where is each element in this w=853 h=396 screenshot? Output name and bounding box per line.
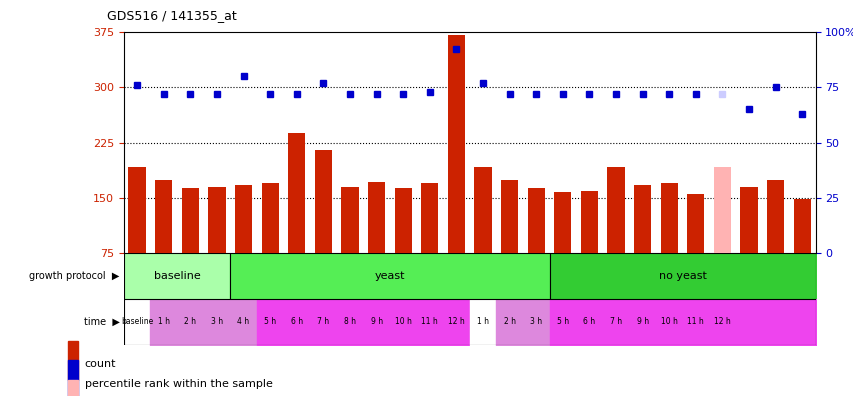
Bar [501,179,518,253]
Bar [633,185,651,253]
Bar [67,360,78,396]
Text: count: count [84,359,116,369]
Text: 1 h: 1 h [477,317,489,326]
Text: 4 h: 4 h [237,317,249,326]
Bar [315,150,332,253]
Text: 5 h: 5 h [264,317,276,326]
Bar [235,185,252,253]
Text: time  ▶: time ▶ [84,317,119,327]
Text: 9 h: 9 h [370,317,382,326]
Text: growth protocol  ▶: growth protocol ▶ [29,271,119,281]
Text: 6 h: 6 h [583,317,595,326]
Bar [421,183,438,253]
Text: 7 h: 7 h [609,317,621,326]
Text: baseline: baseline [121,317,153,326]
Text: 8 h: 8 h [344,317,356,326]
Text: no yeast: no yeast [658,271,705,281]
Text: 9 h: 9 h [635,317,648,326]
Text: 12 h: 12 h [713,317,730,326]
Text: 1 h: 1 h [158,317,170,326]
Text: 10 h: 10 h [394,317,411,326]
Bar [128,167,146,253]
Bar [67,341,78,380]
Bar [792,200,810,253]
Bar [182,188,199,253]
Bar [687,194,704,253]
Bar [527,188,544,253]
Bar [368,182,385,253]
Text: 2 h: 2 h [184,317,196,326]
Text: percentile rank within the sample: percentile rank within the sample [84,379,272,389]
Text: 12 h: 12 h [448,317,464,326]
Bar [394,188,411,253]
Bar [606,167,624,253]
Bar [287,133,305,253]
Text: yeast: yeast [374,271,404,281]
Bar [261,183,278,253]
Bar [155,179,172,253]
Bar [554,192,571,253]
Bar [67,380,78,396]
Text: 3 h: 3 h [211,317,223,326]
Bar [740,187,757,253]
Text: GDS516 / 141355_at: GDS516 / 141355_at [107,10,236,23]
Bar [447,35,465,253]
Text: 3 h: 3 h [530,317,542,326]
Text: 6 h: 6 h [290,317,303,326]
Text: 7 h: 7 h [317,317,329,326]
Bar [766,179,783,253]
Text: 11 h: 11 h [421,317,438,326]
Text: 11 h: 11 h [687,317,704,326]
Text: 10 h: 10 h [660,317,677,326]
Text: baseline: baseline [154,271,200,281]
Bar [473,167,491,253]
Bar [713,167,730,253]
Text: 2 h: 2 h [503,317,515,326]
Text: 5 h: 5 h [556,317,568,326]
Bar [341,187,358,253]
Bar [660,183,677,253]
Bar [208,187,225,253]
Bar [580,190,597,253]
